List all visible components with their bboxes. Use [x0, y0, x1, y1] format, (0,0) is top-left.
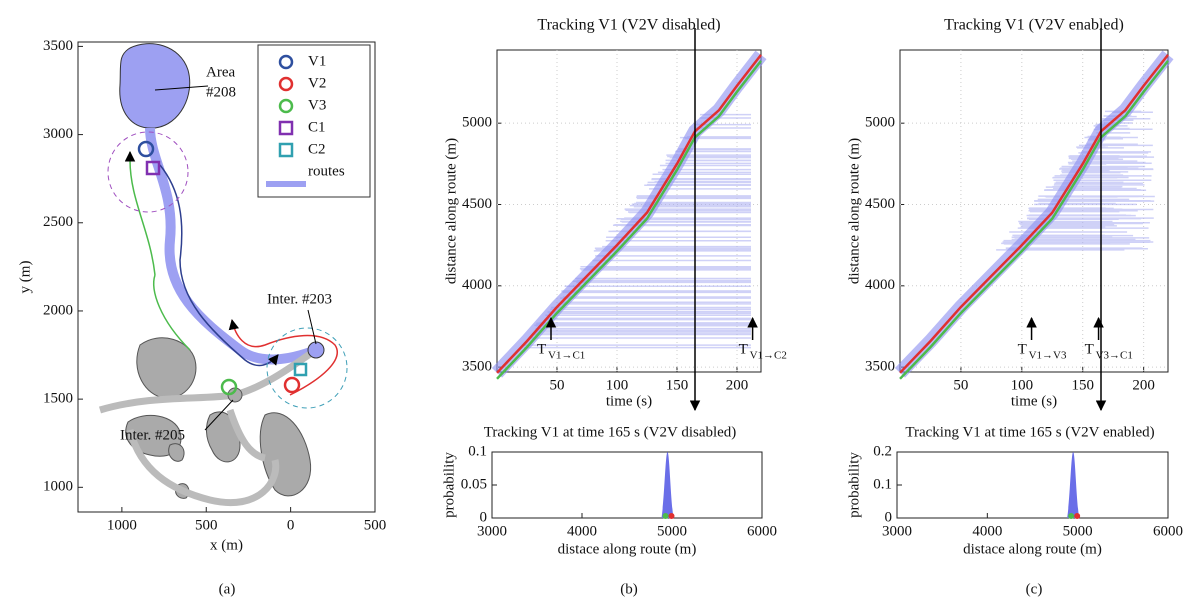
panel-title: Tracking V1 (V2V enabled) — [944, 17, 1124, 34]
x-tick-label: 6000 — [747, 523, 777, 539]
legend-box — [257, 44, 371, 198]
legend-label: routes — [308, 163, 345, 179]
y-tick-label: 4000 — [462, 277, 492, 293]
axes-frame — [491, 451, 763, 519]
y-tick-label: 3500 — [43, 38, 73, 54]
axes-frame — [899, 49, 1169, 373]
x-tick-label: 100 — [606, 377, 629, 393]
x-tick-label: 500 — [195, 517, 218, 533]
map — [98, 43, 348, 507]
y-axis-label: probability — [441, 452, 457, 518]
y-tick-label: 5000 — [865, 115, 895, 131]
x-axis-label: distace along route (m) — [963, 541, 1102, 557]
event-label: T — [1085, 341, 1094, 357]
x-tick-label: 500 — [364, 517, 387, 533]
hist-marker — [662, 513, 669, 519]
legend-markers — [266, 54, 306, 187]
x-tick-label: 200 — [726, 377, 749, 393]
legend-label: C1 — [308, 119, 326, 135]
x-tick-label: 100 — [1011, 377, 1034, 393]
x-tick-label: 1000 — [107, 517, 137, 533]
y-tick-label: 4500 — [865, 196, 895, 212]
event-label-sub: V3→C1 — [1096, 350, 1133, 362]
y-tick-label: 1000 — [43, 479, 73, 495]
y-tick-label: 0.2 — [873, 443, 892, 459]
track-band — [894, 50, 1174, 378]
y-tick-label: 0.1 — [468, 443, 487, 459]
event-label: T — [537, 341, 546, 357]
y-axis-label: probability — [846, 452, 862, 518]
x-tick-label: 50 — [953, 377, 968, 393]
axes-frame — [77, 41, 376, 513]
axes-frame — [496, 49, 762, 373]
x-axis-label: distace along route (m) — [558, 541, 697, 557]
y-tick-label: 4000 — [865, 277, 895, 293]
event-label-sub: V1→C1 — [548, 350, 585, 362]
track-v1 — [899, 54, 1169, 374]
annotation: Area — [206, 64, 235, 80]
x-tick-label: 50 — [550, 377, 565, 393]
y-tick-label: 3500 — [462, 359, 492, 375]
hist-title: Tracking V1 at time 165 s (V2V enabled) — [905, 424, 1154, 440]
y-tick-label: 5000 — [462, 115, 492, 131]
caption: (c) — [1026, 581, 1043, 597]
y-tick-label: 4500 — [462, 196, 492, 212]
event-label-sub: V1→C2 — [750, 350, 787, 362]
event-label: T — [739, 341, 748, 357]
y-tick-label: 1500 — [43, 391, 73, 407]
caption: (b) — [620, 581, 638, 597]
event-label: T — [1018, 341, 1027, 357]
x-tick-label: 3000 — [882, 523, 912, 539]
y-axis-label: distance along route (m) — [846, 138, 862, 284]
track-v3 — [899, 60, 1169, 380]
y-tick-label: 3000 — [43, 126, 73, 142]
x-tick-label: 150 — [666, 377, 689, 393]
axes-frame — [896, 451, 1169, 519]
y-tick-label: 3500 — [865, 359, 895, 375]
hist-title: Tracking V1 at time 165 s (V2V disabled) — [484, 424, 737, 440]
x-tick-label: 200 — [1132, 377, 1155, 393]
caption: (a) — [219, 581, 236, 597]
x-tick-label: 5000 — [1063, 523, 1093, 539]
x-axis-label: time (s) — [1011, 393, 1057, 409]
legend-label: V1 — [308, 53, 326, 69]
x-tick-label: 3000 — [477, 523, 507, 539]
x-tick-label: 0 — [287, 517, 295, 533]
hist-marker — [668, 513, 675, 519]
annotation: Inter. #203 — [267, 291, 332, 307]
x-axis-label: x (m) — [210, 537, 243, 553]
x-tick-label: 4000 — [567, 523, 597, 539]
x-tick-label: 150 — [1071, 377, 1094, 393]
panel-title: Tracking V1 (V2V disabled) — [537, 17, 720, 34]
y-axis-label: distance along route (m) — [443, 138, 459, 284]
annotation: Inter. #205 — [120, 427, 185, 443]
y-tick-label: 0 — [480, 509, 488, 525]
event-label-sub: V1→V3 — [1029, 350, 1067, 362]
x-tick-label: 4000 — [972, 523, 1002, 539]
hist-marker — [1068, 513, 1075, 519]
annotation: #208 — [206, 84, 236, 100]
y-tick-label: 2500 — [43, 214, 73, 230]
legend-label: V2 — [308, 75, 326, 91]
legend-label: V3 — [308, 97, 326, 113]
hist-peak — [661, 452, 674, 518]
y-axis-label: y (m) — [17, 261, 33, 294]
y-tick-label: 2000 — [43, 302, 73, 318]
hist-marker — [1074, 513, 1081, 519]
legend-label: C2 — [308, 141, 326, 157]
y-tick-label: 0 — [885, 509, 893, 525]
y-tick-label: 0.1 — [873, 476, 892, 492]
x-axis-label: time (s) — [606, 393, 652, 409]
hist-peak — [1067, 452, 1080, 518]
x-tick-label: 5000 — [657, 523, 687, 539]
y-tick-label: 0.05 — [461, 476, 487, 492]
x-tick-label: 6000 — [1153, 523, 1183, 539]
